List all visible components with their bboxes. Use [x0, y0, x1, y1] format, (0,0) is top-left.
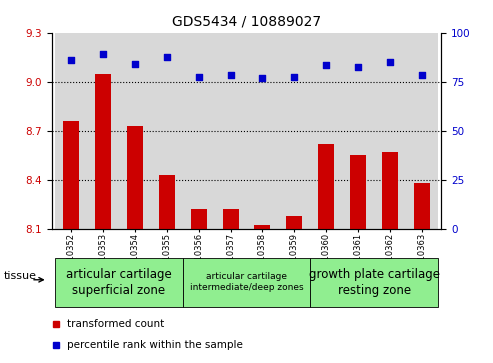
Bar	[127, 126, 143, 229]
Text: articular cartilage
superficial zone: articular cartilage superficial zone	[66, 268, 172, 297]
Bar	[55, 33, 87, 229]
Bar	[182, 33, 214, 229]
Bar	[318, 144, 334, 229]
Point	[195, 74, 203, 80]
Point	[258, 76, 266, 81]
Point	[322, 62, 330, 68]
Bar	[55, 258, 182, 307]
Bar	[414, 183, 430, 229]
Text: transformed count: transformed count	[68, 319, 165, 329]
Point	[418, 72, 426, 78]
Point	[354, 64, 362, 70]
Bar	[87, 33, 119, 229]
Bar	[222, 209, 239, 229]
Bar	[151, 33, 182, 229]
Bar	[95, 73, 111, 229]
Text: articular cartilage
intermediate/deep zones: articular cartilage intermediate/deep zo…	[190, 272, 303, 292]
Bar	[191, 209, 207, 229]
Bar	[182, 258, 311, 307]
Bar	[286, 216, 302, 229]
Point	[131, 61, 139, 67]
Bar	[246, 33, 279, 229]
Bar	[311, 258, 438, 307]
Bar	[374, 33, 406, 229]
Bar	[254, 225, 271, 229]
Point	[290, 74, 298, 80]
Bar	[63, 121, 79, 229]
Bar	[311, 33, 342, 229]
Bar	[406, 33, 438, 229]
Text: growth plate cartilage
resting zone: growth plate cartilage resting zone	[309, 268, 440, 297]
Point	[67, 57, 75, 63]
Text: tissue: tissue	[4, 272, 37, 281]
Title: GDS5434 / 10889027: GDS5434 / 10889027	[172, 15, 321, 29]
Bar	[119, 33, 151, 229]
Text: percentile rank within the sample: percentile rank within the sample	[68, 340, 243, 350]
Bar	[382, 152, 398, 229]
Point	[386, 59, 394, 65]
Bar	[214, 33, 246, 229]
Bar	[159, 175, 175, 229]
Point	[99, 51, 107, 57]
Point	[163, 54, 171, 60]
Bar	[279, 33, 311, 229]
Bar	[342, 33, 374, 229]
Point	[227, 72, 235, 78]
Bar	[350, 155, 366, 229]
